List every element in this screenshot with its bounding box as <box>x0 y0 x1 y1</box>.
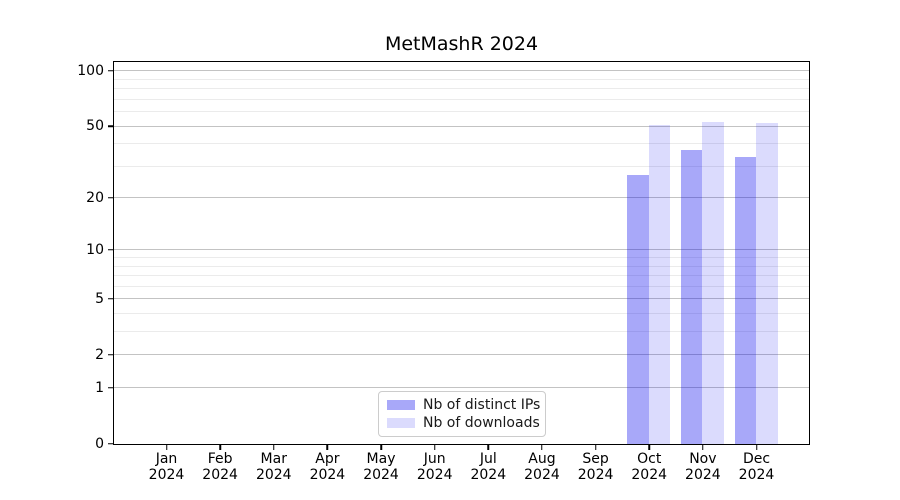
x-tick-mark <box>219 445 221 450</box>
bar-distinct-ips-nov <box>680 150 703 444</box>
legend: Nb of distinct IPs Nb of downloads <box>378 391 546 437</box>
minor-gridline <box>114 111 809 113</box>
x-tick-label: Oct 2024 <box>631 451 668 483</box>
minor-gridline <box>114 88 809 90</box>
y-tick-label: 10 <box>86 241 104 258</box>
x-tick-mark <box>594 445 597 450</box>
major-gridline <box>114 70 809 72</box>
x-tick-mark <box>487 445 490 450</box>
legend-item: Nb of distinct IPs <box>387 396 541 413</box>
y-tick-mark <box>108 196 113 199</box>
bar-downloads-nov <box>702 121 724 444</box>
x-tick-label: Apr 2024 <box>309 451 346 483</box>
x-tick-label: Jun 2024 <box>416 451 453 483</box>
minor-gridline <box>114 257 809 259</box>
x-tick-label: Mar 2024 <box>255 451 292 483</box>
y-tick-label: 20 <box>86 189 104 206</box>
y-tick-mark <box>108 442 113 445</box>
x-tick-label: Aug 2024 <box>524 451 560 483</box>
major-gridline <box>114 387 809 389</box>
x-tick-label: Dec 2024 <box>738 451 775 483</box>
x-tick-label: May 2024 <box>363 451 399 483</box>
y-tick-label: 100 <box>77 62 104 79</box>
y-tick-mark <box>108 70 113 72</box>
y-tick-mark <box>108 298 113 300</box>
legend-swatch <box>387 418 415 429</box>
minor-gridline <box>114 331 809 333</box>
y-tick-mark <box>108 354 113 356</box>
plot-area <box>113 61 810 445</box>
y-tick-mark <box>108 249 113 251</box>
x-tick-mark <box>702 445 704 450</box>
legend-label: Nb of distinct IPs <box>423 396 541 413</box>
minor-gridline <box>114 143 809 145</box>
legend-item: Nb of downloads <box>387 415 540 432</box>
major-gridline <box>114 197 809 199</box>
x-tick-label: Jan 2024 <box>148 451 185 483</box>
major-gridline <box>114 249 809 251</box>
y-tick-label: 50 <box>86 118 104 135</box>
minor-gridline <box>114 285 809 287</box>
x-tick-mark <box>541 445 543 450</box>
x-tick-label: Nov 2024 <box>685 451 721 483</box>
bar-distinct-ips-dec <box>734 156 756 444</box>
y-tick-label: 0 <box>95 435 104 452</box>
major-gridline <box>114 298 809 300</box>
legend-label: Nb of downloads <box>423 415 540 432</box>
y-tick-label: 1 <box>95 379 104 396</box>
x-tick-mark <box>326 445 329 450</box>
y-tick-label: 2 <box>95 346 104 363</box>
chart-title: MetMashR 2024 <box>384 33 539 55</box>
minor-gridline <box>114 78 809 80</box>
x-tick-mark <box>273 445 275 450</box>
x-tick-mark <box>648 445 650 450</box>
minor-gridline <box>114 265 809 267</box>
x-tick-mark <box>755 445 758 450</box>
x-tick-mark <box>433 445 436 450</box>
bar-downloads-dec <box>756 123 778 444</box>
x-tick-label: Feb 2024 <box>202 451 238 483</box>
x-tick-mark <box>380 445 382 450</box>
minor-gridline <box>114 98 809 100</box>
minor-gridline <box>114 313 809 315</box>
x-tick-mark <box>165 445 168 450</box>
legend-swatch <box>387 399 415 410</box>
x-tick-label: Jul 2024 <box>470 451 507 483</box>
bar-downloads-oct <box>648 124 671 444</box>
major-gridline <box>114 125 809 127</box>
y-tick-label: 5 <box>95 290 104 307</box>
y-tick-mark <box>108 125 113 127</box>
major-gridline <box>114 354 809 356</box>
y-tick-mark <box>108 386 113 389</box>
minor-gridline <box>114 165 809 167</box>
x-tick-label: Sep 2024 <box>577 451 614 483</box>
minor-gridline <box>114 275 809 277</box>
bar-distinct-ips-oct <box>627 174 649 444</box>
